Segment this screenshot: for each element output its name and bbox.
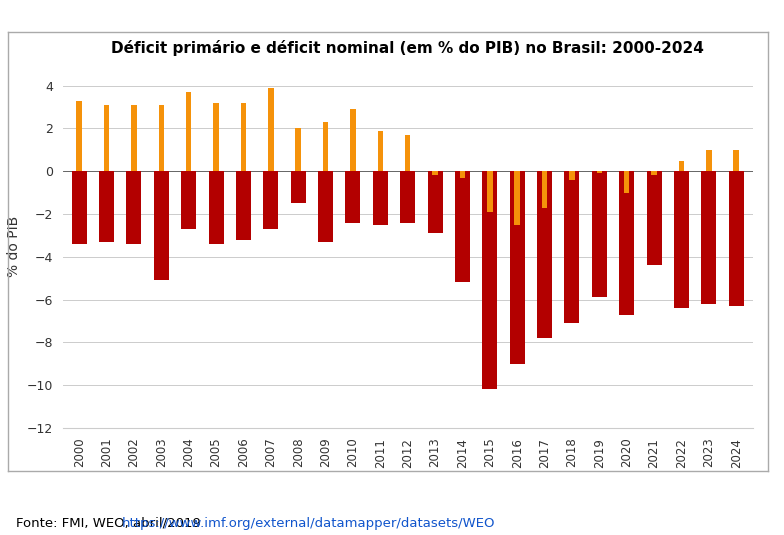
Bar: [126, 171, 141, 244]
Bar: [569, 171, 575, 180]
Bar: [537, 171, 552, 338]
Bar: [76, 101, 82, 171]
Bar: [432, 171, 437, 175]
Text: Fonte: FMI, WEO, abril/2019: Fonte: FMI, WEO, abril/2019: [16, 517, 205, 530]
Bar: [323, 122, 328, 171]
Bar: [350, 109, 356, 171]
Bar: [564, 171, 579, 323]
Bar: [482, 171, 497, 389]
Bar: [378, 131, 383, 171]
Bar: [103, 105, 109, 171]
Bar: [542, 171, 547, 208]
Bar: [346, 171, 361, 223]
Bar: [455, 171, 470, 282]
Bar: [619, 171, 634, 315]
Bar: [592, 171, 607, 297]
Bar: [291, 171, 306, 203]
Bar: [652, 171, 657, 175]
Bar: [427, 171, 443, 233]
Bar: [706, 150, 712, 171]
Bar: [209, 171, 223, 244]
Bar: [158, 105, 164, 171]
Title: Déficit primário e déficit nominal (em % do PIB) no Brasil: 2000-2024: Déficit primário e déficit nominal (em %…: [111, 40, 704, 56]
Bar: [186, 92, 191, 171]
Bar: [268, 88, 274, 171]
Bar: [154, 171, 169, 280]
Text: https://www.imf.org/external/datamapper/datasets/WEO: https://www.imf.org/external/datamapper/…: [122, 517, 495, 530]
Bar: [296, 128, 301, 171]
Bar: [510, 171, 524, 364]
Bar: [405, 135, 410, 171]
Bar: [647, 171, 662, 265]
Bar: [263, 171, 278, 229]
Bar: [728, 171, 744, 306]
Bar: [514, 171, 520, 225]
Bar: [734, 150, 739, 171]
Bar: [213, 103, 219, 171]
Bar: [241, 103, 246, 171]
Bar: [487, 171, 492, 212]
Bar: [181, 171, 196, 229]
Y-axis label: % do PIB: % do PIB: [7, 216, 21, 277]
Bar: [597, 171, 602, 173]
Bar: [459, 171, 465, 178]
Bar: [71, 171, 87, 244]
Bar: [99, 171, 114, 242]
Bar: [679, 160, 684, 171]
Bar: [318, 171, 333, 242]
Bar: [236, 171, 251, 240]
Bar: [372, 171, 388, 225]
Bar: [674, 171, 689, 308]
Bar: [131, 105, 136, 171]
Bar: [400, 171, 416, 223]
Bar: [624, 171, 630, 193]
Bar: [702, 171, 717, 304]
